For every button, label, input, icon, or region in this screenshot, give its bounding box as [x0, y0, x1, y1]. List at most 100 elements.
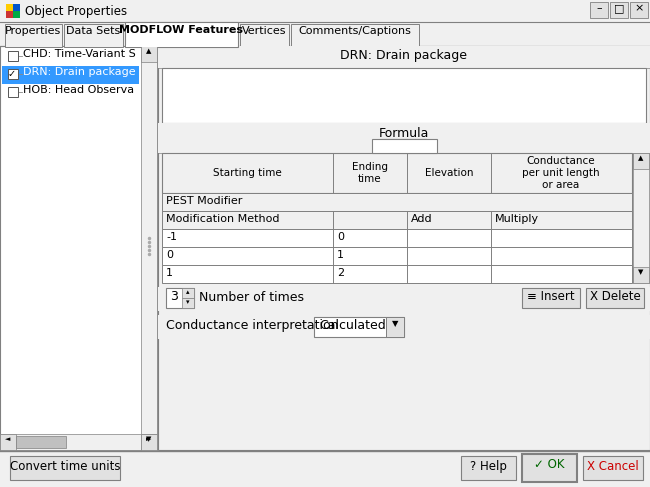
Bar — [0, 0, 650, 22]
Text: ? Help: ? Help — [469, 460, 506, 473]
Text: Conductance interpretation: Conductance interpretation — [166, 319, 339, 332]
Bar — [522, 288, 580, 308]
Bar — [314, 317, 404, 337]
Bar — [633, 267, 649, 283]
Text: DRN: Drain package: DRN: Drain package — [23, 67, 136, 77]
Text: Add: Add — [411, 214, 433, 224]
Bar — [6, 11, 13, 18]
Text: X Cancel: X Cancel — [587, 460, 639, 473]
Bar — [158, 46, 650, 68]
Text: 3: 3 — [170, 290, 178, 303]
Text: Data Sets: Data Sets — [66, 26, 120, 36]
Text: –: – — [596, 3, 602, 13]
Bar — [522, 454, 577, 482]
Bar — [141, 46, 157, 62]
Bar — [141, 434, 157, 450]
Text: □: □ — [614, 3, 624, 13]
Bar — [5, 24, 62, 47]
Text: Modification Method: Modification Method — [166, 214, 280, 224]
Text: Properties: Properties — [5, 26, 61, 36]
Text: ×: × — [634, 3, 644, 13]
Bar — [16, 436, 66, 448]
Bar — [162, 193, 632, 211]
Bar — [158, 123, 650, 153]
Bar — [240, 24, 289, 47]
Bar — [64, 24, 123, 47]
Text: ✓: ✓ — [8, 69, 16, 79]
Text: Elevation: Elevation — [424, 168, 473, 178]
Text: ▼: ▼ — [392, 319, 398, 328]
Bar — [126, 45, 237, 47]
Bar — [2, 66, 139, 84]
Bar — [372, 139, 437, 153]
Bar — [590, 2, 608, 18]
Text: -1: -1 — [166, 232, 177, 242]
Text: 0: 0 — [166, 250, 173, 260]
Bar — [0, 451, 650, 487]
Bar — [633, 153, 649, 169]
Text: Number of times: Number of times — [199, 291, 304, 304]
Bar — [13, 4, 20, 11]
Text: ▴: ▴ — [187, 289, 190, 295]
Text: Object Properties: Object Properties — [25, 5, 127, 18]
Bar — [583, 456, 643, 480]
Bar — [141, 46, 157, 450]
Text: ▲: ▲ — [638, 155, 644, 161]
Text: 0: 0 — [337, 232, 344, 242]
Bar — [13, 11, 20, 18]
Text: MODFLOW Features: MODFLOW Features — [119, 25, 243, 35]
Bar — [0, 434, 16, 450]
Bar — [8, 69, 18, 79]
Text: Multiply: Multiply — [495, 214, 539, 224]
Text: Convert time units: Convert time units — [10, 460, 120, 473]
Text: ✓ OK: ✓ OK — [534, 458, 564, 471]
Bar — [8, 87, 18, 97]
Text: ▼: ▼ — [638, 269, 644, 275]
Text: DRN: Drain package: DRN: Drain package — [341, 49, 467, 62]
Bar — [162, 211, 632, 229]
Bar — [158, 46, 650, 450]
Bar — [633, 153, 649, 283]
Text: ▲: ▲ — [146, 48, 151, 54]
Text: Calculated: Calculated — [319, 319, 385, 332]
Text: Vertices: Vertices — [242, 26, 286, 36]
Bar — [182, 288, 194, 298]
Bar — [162, 68, 646, 123]
Bar — [162, 153, 632, 193]
Text: Starting time: Starting time — [213, 168, 281, 178]
Bar — [0, 46, 157, 450]
Bar — [461, 456, 516, 480]
Bar — [630, 2, 648, 18]
Bar — [610, 2, 628, 18]
Bar — [182, 298, 194, 308]
Text: 2: 2 — [337, 268, 344, 278]
Text: X Delete: X Delete — [590, 290, 640, 303]
Bar — [125, 22, 238, 47]
Bar — [6, 4, 13, 11]
Text: Conductance
per unit length
or area: Conductance per unit length or area — [522, 156, 600, 189]
Text: ▾: ▾ — [187, 299, 190, 305]
Bar — [8, 51, 18, 61]
Bar — [586, 288, 644, 308]
Bar — [162, 229, 632, 247]
Bar — [158, 46, 650, 450]
Bar — [386, 317, 404, 337]
Bar — [162, 265, 632, 283]
Text: Comments/Captions: Comments/Captions — [298, 26, 411, 36]
Text: ◄: ◄ — [5, 436, 10, 442]
Text: HOB: Head Observa: HOB: Head Observa — [23, 85, 134, 95]
Bar — [10, 456, 120, 480]
Text: CHD: Time-Variant S: CHD: Time-Variant S — [23, 49, 136, 59]
Text: Formula: Formula — [379, 127, 429, 140]
Text: 1: 1 — [337, 250, 344, 260]
Text: PEST Modifier: PEST Modifier — [166, 196, 242, 206]
Text: ►: ► — [146, 436, 151, 442]
Bar — [166, 288, 194, 308]
Text: ≡ Insert: ≡ Insert — [527, 290, 575, 303]
Bar — [0, 22, 650, 46]
Bar — [141, 434, 157, 450]
Bar — [291, 24, 419, 47]
Bar — [162, 247, 632, 265]
Text: ▼: ▼ — [146, 436, 151, 442]
Bar — [0, 434, 157, 450]
